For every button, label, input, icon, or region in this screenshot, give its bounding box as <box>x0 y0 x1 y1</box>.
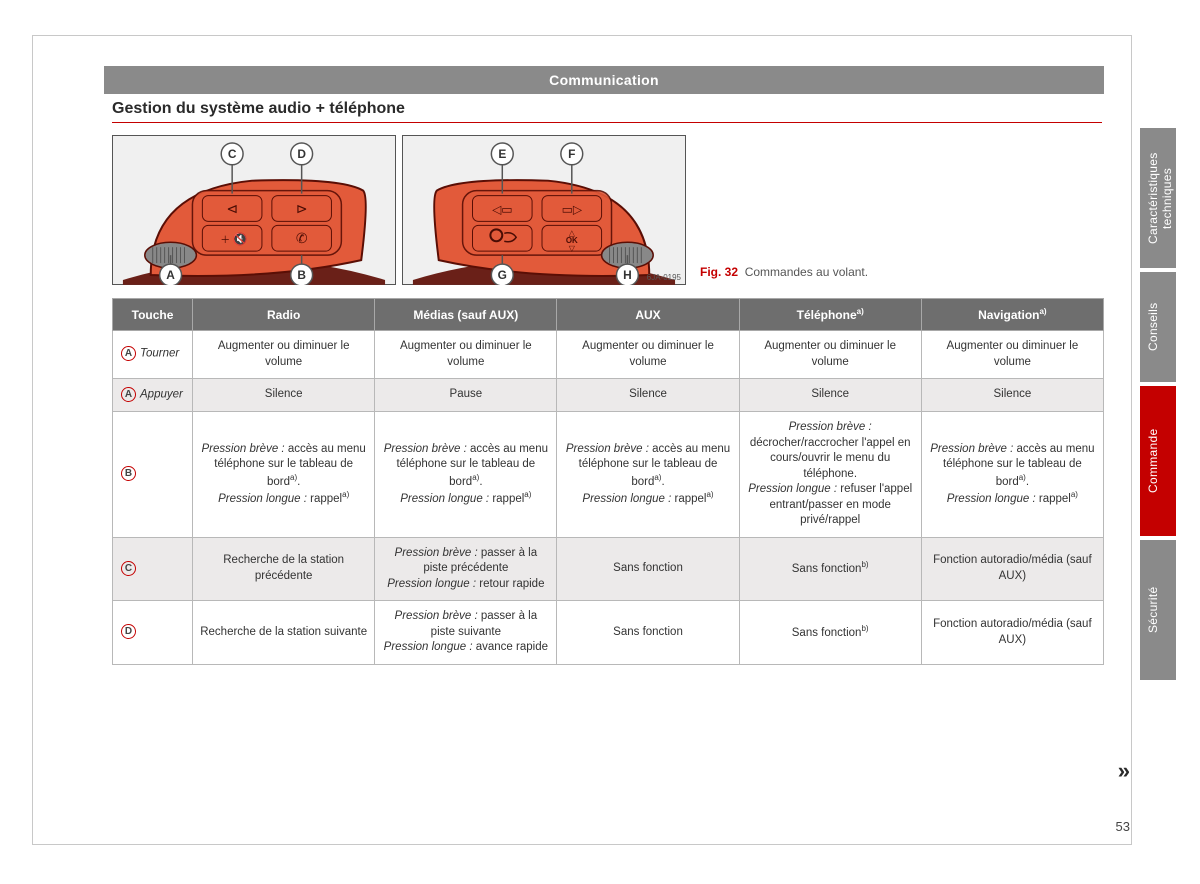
table-cell: Augmenter ou diminuer le volume <box>193 331 375 379</box>
table-cell: Sans fonctionb) <box>739 601 921 665</box>
row-key: AAppuyer <box>113 379 193 412</box>
table-cell: Pression brève : passer à la piste suiva… <box>375 601 557 665</box>
table-cell: Augmenter ou diminuer le volume <box>739 331 921 379</box>
row-key: B <box>113 412 193 538</box>
svg-text:▽: ▽ <box>569 244 576 253</box>
svg-text:G: G <box>498 268 507 282</box>
table-cell: Augmenter ou diminuer le volume <box>921 331 1103 379</box>
figure-ref-text: Commandes au volant. <box>745 265 868 279</box>
controls-table: ToucheRadioMédias (sauf AUX)AUXTéléphone… <box>112 298 1104 665</box>
table-cell: Pression brève : passer à la piste précé… <box>375 537 557 601</box>
svg-text:E: E <box>498 147 506 161</box>
figure-caption: Fig. 32 Commandes au volant. <box>692 265 868 285</box>
table-cell: Augmenter ou diminuer le volume <box>375 331 557 379</box>
svg-text:B: B <box>297 268 306 282</box>
col-header: Téléphonea) <box>739 299 921 331</box>
table-row: CRecherche de la station précédentePress… <box>113 537 1104 601</box>
table-cell: Augmenter ou diminuer le volume <box>557 331 739 379</box>
table-cell: Pression brève : accès au menu téléphone… <box>193 412 375 538</box>
svg-text:🔇: 🔇 <box>233 232 248 246</box>
section-title: Gestion du système audio + téléphone <box>112 100 1102 123</box>
row-key: D <box>113 601 193 665</box>
row-key: C <box>113 537 193 601</box>
continuation-marker: » <box>1118 758 1130 784</box>
table-row: ATournerAugmenter ou diminuer le volumeA… <box>113 331 1104 379</box>
table-cell: Fonction autoradio/média (sauf AUX) <box>921 601 1103 665</box>
svg-text:H: H <box>623 268 632 282</box>
svg-text:＋: ＋ <box>220 235 230 246</box>
table-cell: Silence <box>193 379 375 412</box>
col-header: AUX <box>557 299 739 331</box>
svg-text:A: A <box>166 268 175 282</box>
figure-row: ⊲⊳＋🔇✆CDAB ◁▭▭▷△OK▽EFGH 6JA-0195 Fig. 32 … <box>112 135 1104 285</box>
page-header: Communication <box>104 66 1104 94</box>
tab-conseils[interactable]: Conseils <box>1140 272 1176 382</box>
table-cell: Pause <box>375 379 557 412</box>
svg-text:⊲: ⊲ <box>226 200 238 216</box>
svg-text:⊳: ⊳ <box>296 200 308 216</box>
col-header: Radio <box>193 299 375 331</box>
tab-commande[interactable]: Commande <box>1140 386 1176 536</box>
figure-left: ⊲ ⊳ ＋🔇 ✆ C D A B <box>112 135 396 285</box>
table-cell: Pression brève : décrocher/raccrocher l'… <box>739 412 921 538</box>
table-row: DRecherche de la station suivantePressio… <box>113 601 1104 665</box>
svg-text:◁▭: ◁▭ <box>492 202 512 216</box>
table-cell: Pression brève : accès au menu téléphone… <box>375 412 557 538</box>
table-cell: Recherche de la station précédente <box>193 537 375 601</box>
svg-text:✆: ✆ <box>296 230 308 246</box>
figure-right: ◁▭▭▷△OK▽EFGH 6JA-0195 <box>402 135 686 285</box>
table-cell: Sans fonctionb) <box>739 537 921 601</box>
table-row: AAppuyerSilencePauseSilenceSilenceSilenc… <box>113 379 1104 412</box>
table-cell: Sans fonction <box>557 537 739 601</box>
svg-text:F: F <box>568 147 575 161</box>
figure-code: 6JA-0195 <box>647 273 681 282</box>
tab-sécurité[interactable]: Sécurité <box>1140 540 1176 680</box>
figure-ref-number: Fig. 32 <box>700 265 738 279</box>
svg-text:D: D <box>297 147 306 161</box>
tab-caractéristiques-techniques[interactable]: Caractéristiques techniques <box>1140 128 1176 268</box>
page-number: 53 <box>1116 819 1130 834</box>
table-cell: Pression brève : accès au menu téléphone… <box>921 412 1103 538</box>
table-cell: Fonction autoradio/média (sauf AUX) <box>921 537 1103 601</box>
table-cell: Silence <box>921 379 1103 412</box>
svg-text:C: C <box>228 147 237 161</box>
table-cell: Pression brève : accès au menu téléphone… <box>557 412 739 538</box>
table-cell: Sans fonction <box>557 601 739 665</box>
svg-text:▭▷: ▭▷ <box>562 202 583 216</box>
table-row: BPression brève : accès au menu téléphon… <box>113 412 1104 538</box>
col-header: Touche <box>113 299 193 331</box>
table-cell: Silence <box>739 379 921 412</box>
row-key: ATourner <box>113 331 193 379</box>
col-header: Médias (sauf AUX) <box>375 299 557 331</box>
table-cell: Silence <box>557 379 739 412</box>
side-tabs: Caractéristiques techniques Conseils Comma… <box>1140 128 1176 684</box>
table-cell: Recherche de la station suivante <box>193 601 375 665</box>
col-header: Navigationa) <box>921 299 1103 331</box>
